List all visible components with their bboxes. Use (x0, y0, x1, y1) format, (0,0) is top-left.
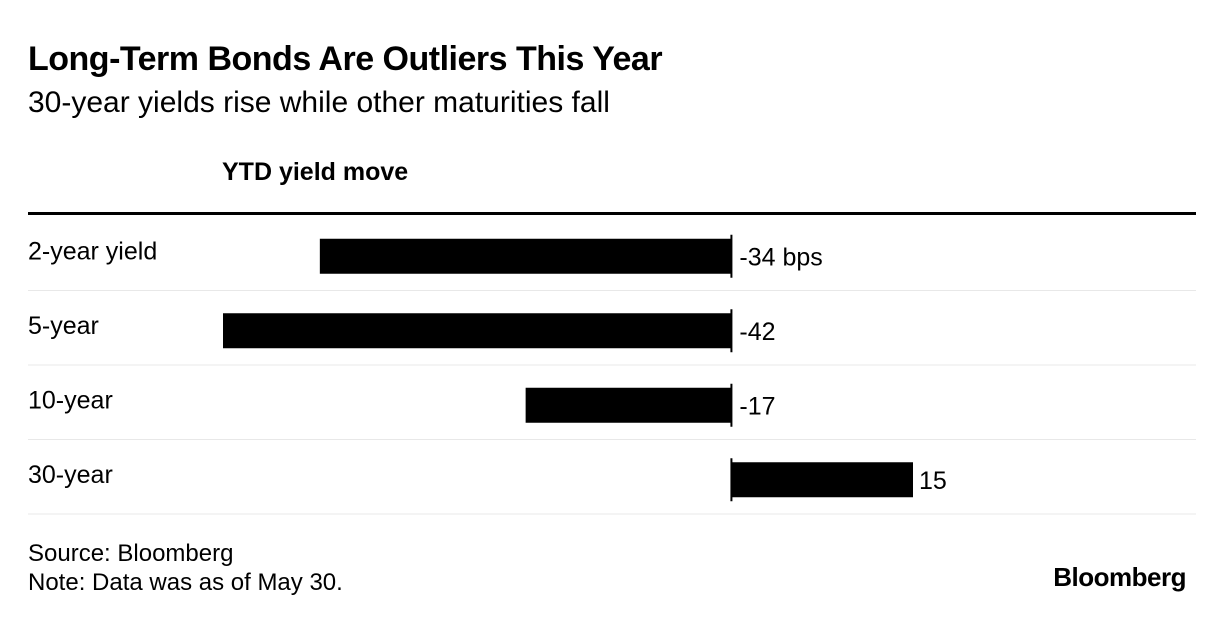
top-rule (28, 212, 1196, 215)
chart-title: Long-Term Bonds Are Outliers This Year (28, 40, 663, 78)
bar (223, 313, 732, 349)
bloomberg-logo: Bloomberg (1053, 562, 1186, 592)
value-label: -42 (739, 318, 775, 346)
source-note: Source: Bloomberg (28, 540, 234, 567)
category-label: 5-year (28, 312, 99, 340)
category-label: 30-year (28, 461, 113, 489)
column-header: YTD yield move (222, 158, 409, 186)
value-label: -34 bps (739, 243, 822, 271)
data-note: Note: Data was as of May 30. (28, 569, 343, 596)
bar (319, 238, 732, 274)
bar (731, 462, 913, 498)
chart-subtitle: 30-year yields rise while other maturiti… (28, 86, 610, 119)
category-label: 10-year (28, 386, 113, 414)
category-label: 2-year yield (28, 237, 157, 265)
value-label: -17 (739, 392, 775, 420)
bar (525, 387, 732, 423)
value-label: 15 (919, 467, 947, 495)
